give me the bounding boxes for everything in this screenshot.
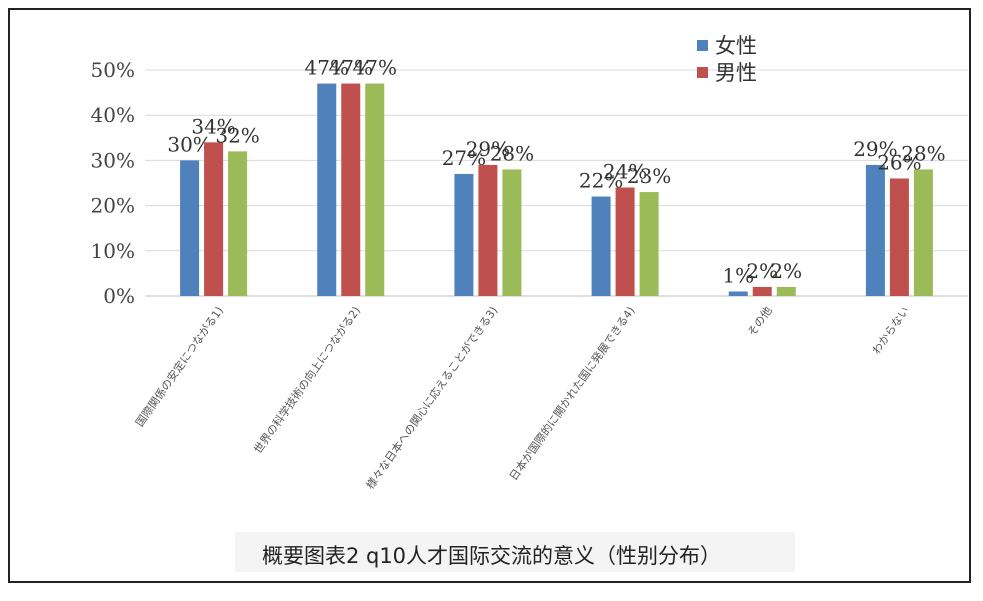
data-label: 28% [901, 141, 945, 165]
data-label: 24% [603, 160, 647, 184]
bar [454, 173, 474, 296]
data-label: 2% [746, 259, 778, 283]
chart-title: 概要图表2 q10人才国际交流的意义（性别分布） [261, 544, 722, 568]
legend-label: 女性 [715, 34, 757, 58]
y-tick-label: 50% [91, 58, 135, 82]
y-tick-label: 30% [91, 148, 135, 172]
x-tick-label: わからない [870, 304, 912, 357]
x-tick-label: その他 [745, 304, 775, 338]
bar [317, 83, 337, 296]
bar [615, 187, 635, 296]
bar [591, 196, 611, 296]
data-label: 34% [191, 114, 235, 138]
data-label: 29% [853, 137, 897, 161]
data-label: 2% [770, 259, 802, 283]
x-tick-label: 世界の科学技術の向上につながる2) [251, 304, 364, 456]
caption-background [235, 532, 795, 572]
legend-label: 男性 [715, 61, 757, 85]
y-tick-label: 0% [103, 284, 135, 308]
data-label: 32% [215, 123, 259, 147]
data-label: 47% [305, 56, 349, 80]
x-tick-label: 様々な日本への関心に応えることができる3) [363, 304, 501, 492]
bar [913, 169, 933, 296]
bar [889, 178, 909, 296]
legend-swatch [697, 40, 708, 51]
bar [752, 286, 772, 296]
bar [502, 169, 522, 296]
bar [776, 286, 796, 296]
data-label: 23% [627, 164, 671, 188]
bar [180, 160, 200, 296]
data-label: 28% [490, 141, 534, 165]
bar [341, 83, 361, 296]
bar [728, 291, 748, 296]
x-tick-label: 日本が国際的に開かれた国に発展できる4) [506, 304, 637, 483]
bar [365, 83, 385, 296]
data-label: 29% [466, 137, 510, 161]
y-tick-label: 10% [91, 239, 135, 263]
bar [639, 192, 659, 296]
bar [478, 164, 498, 296]
data-label: 1% [722, 263, 754, 287]
data-label: 47% [353, 56, 397, 80]
bar [865, 164, 885, 296]
legend-swatch [697, 67, 708, 78]
bar [204, 142, 224, 296]
x-tick-label: 国際関係の安定につながる1) [132, 304, 226, 429]
y-tick-label: 40% [91, 103, 135, 127]
bar [228, 151, 248, 296]
data-label: 47% [329, 56, 373, 80]
y-tick-label: 20% [91, 194, 135, 218]
